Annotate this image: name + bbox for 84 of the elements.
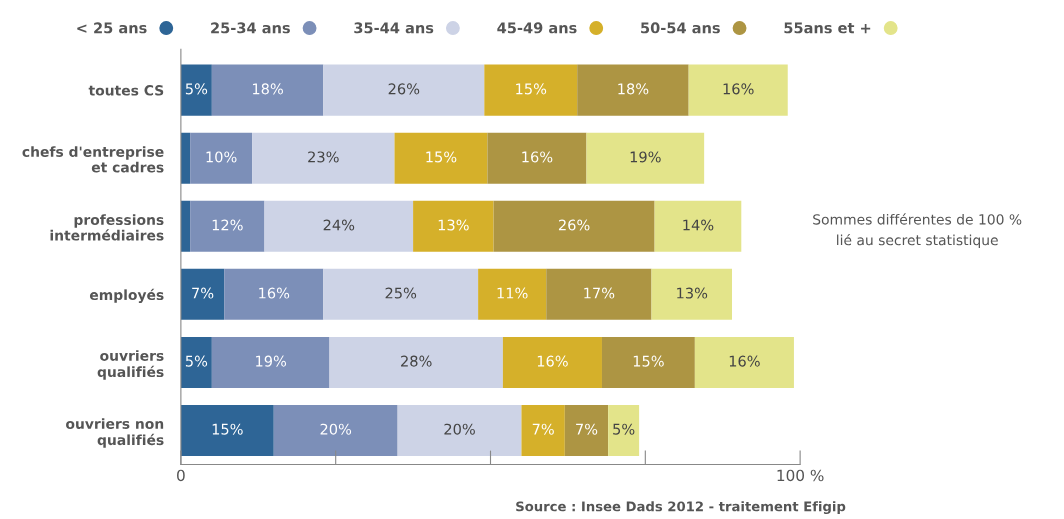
bar <box>413 200 494 252</box>
data-label: 25% <box>385 287 417 299</box>
bar <box>190 200 265 252</box>
bar <box>264 200 414 252</box>
data-label: 16% <box>537 355 568 367</box>
bar <box>180 268 225 320</box>
bar <box>484 64 578 116</box>
bar <box>180 404 274 456</box>
bar <box>546 268 652 320</box>
data-label: 18% <box>618 83 649 95</box>
data-label: 13% <box>677 287 708 299</box>
x-tick-label: 100 % <box>777 469 824 482</box>
bar <box>329 336 503 388</box>
bar <box>224 268 324 320</box>
y-tick-label: toutes CS <box>88 85 164 96</box>
y-tick-label: chefs d'entreprise et cadres <box>22 146 164 173</box>
y-tick-label: ouvriers non qualifiés <box>66 418 164 448</box>
data-label: 7% <box>192 287 214 299</box>
bar <box>651 268 733 320</box>
data-label: 16% <box>259 287 290 299</box>
bar <box>577 64 689 116</box>
legend-label: < 25 ans <box>77 22 147 34</box>
legend-label: 50-54 ans <box>641 22 720 34</box>
data-label: 23% <box>308 151 339 163</box>
y-tick-label: ouvriers qualifiés <box>97 350 164 380</box>
data-label: 7% <box>576 423 598 435</box>
data-label: 15% <box>426 151 457 163</box>
legend-label: 35-44 ans <box>354 22 434 34</box>
legend-label: 55ans et + <box>784 22 871 34</box>
bar <box>586 132 705 184</box>
data-label: 10% <box>206 151 237 163</box>
data-label: 13% <box>438 219 469 231</box>
data-label: 5% <box>185 355 208 367</box>
bar <box>211 64 324 116</box>
y-tick-label: employés <box>89 288 164 303</box>
bar <box>397 404 522 456</box>
legend-label: 25-34 ans <box>211 22 290 34</box>
data-label: 16% <box>729 355 760 367</box>
bar <box>608 404 640 456</box>
bar <box>211 336 330 388</box>
bar <box>323 64 485 116</box>
data-label: 16% <box>522 151 553 163</box>
bar <box>601 336 695 388</box>
data-label: 15% <box>212 423 243 435</box>
data-label: 19% <box>256 355 287 367</box>
bar <box>190 132 253 184</box>
bar <box>180 64 212 116</box>
bar <box>694 336 794 388</box>
bar <box>487 132 587 184</box>
x-tick-label: 0 <box>177 469 185 482</box>
data-label: 17% <box>584 287 615 299</box>
data-label: 15% <box>633 355 664 367</box>
bar <box>502 336 602 388</box>
data-label: 5% <box>613 423 635 435</box>
data-label: 15% <box>516 83 547 95</box>
bar <box>478 268 547 320</box>
data-label: 12% <box>212 219 243 231</box>
bar <box>252 132 395 184</box>
data-label: 18% <box>252 83 283 95</box>
bar <box>654 200 742 252</box>
bar <box>564 404 609 456</box>
data-label: 19% <box>630 151 661 163</box>
bar <box>394 132 488 184</box>
data-label: 11% <box>497 287 528 299</box>
bar <box>688 64 788 116</box>
data-label: 20% <box>320 423 352 435</box>
bar <box>493 200 655 252</box>
bar <box>323 268 479 320</box>
data-label: 16% <box>723 83 754 95</box>
data-label: 26% <box>558 219 590 231</box>
legend-label: 45-49 ans <box>497 22 577 34</box>
data-label: 14% <box>683 219 714 231</box>
data-label: 24% <box>323 219 355 231</box>
data-label: 26% <box>388 83 420 95</box>
text: Sommes différentes de 100 % lié au secret statistique <box>813 213 1022 249</box>
data-label: 5% <box>185 83 208 95</box>
data-label: 7% <box>532 423 554 435</box>
source-note: Source : Insee Dads 2012 - traitement Efigip <box>516 501 846 515</box>
bar <box>180 336 212 388</box>
bar <box>273 404 398 456</box>
data-label: 20% <box>444 423 475 435</box>
data-label: 28% <box>401 355 432 367</box>
bar <box>521 404 565 456</box>
y-tick-label: professions intermédiaires <box>50 214 164 241</box>
